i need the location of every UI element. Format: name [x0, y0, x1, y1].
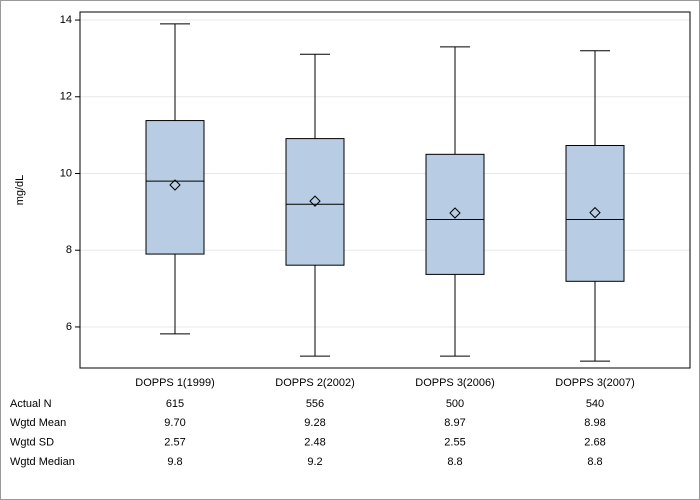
table-cell: 9.70: [164, 417, 185, 429]
box: [285, 138, 345, 266]
table-cell: 9.28: [304, 417, 325, 429]
table-row-label: Wgtd SD: [10, 437, 54, 449]
y-tick-label: 10: [60, 167, 72, 179]
table-cell: 615: [166, 398, 184, 410]
table-cell: 2.68: [584, 437, 605, 449]
table-cell: 9.8: [167, 456, 182, 468]
table-cell: 2.55: [444, 437, 465, 449]
y-tick-label: 12: [60, 91, 72, 103]
x-tick-label: DOPPS 3(2006): [415, 377, 494, 389]
table-cell: 2.48: [304, 437, 325, 449]
plot-frame: [79, 11, 691, 369]
box: [425, 153, 485, 275]
table-cell: 8.8: [447, 456, 462, 468]
table-cell: 9.2: [307, 456, 322, 468]
table-cell: 2.57: [164, 437, 185, 449]
table-row-label: Actual N: [10, 398, 52, 410]
mean-marker: [589, 206, 601, 219]
table-cell: 8.97: [444, 417, 465, 429]
x-tick-label: DOPPS 1(1999): [135, 377, 214, 389]
table-cell: 8.8: [587, 456, 602, 468]
y-axis-label: mg/dL: [14, 175, 26, 206]
table-row-label: Wgtd Mean: [10, 417, 66, 429]
mean-marker: [309, 195, 321, 207]
mean-marker: [169, 179, 181, 191]
x-tick-label: DOPPS 3(2007): [555, 377, 634, 389]
table-cell: 500: [446, 398, 464, 410]
box: [145, 120, 205, 255]
table-cell: 8.98: [584, 417, 605, 429]
table-cell: 556: [306, 398, 324, 410]
x-tick-label: DOPPS 2(2002): [275, 377, 354, 389]
y-tick-label: 6: [66, 321, 72, 333]
y-tick-label: 14: [60, 14, 72, 26]
box: [565, 145, 625, 282]
table-row-label: Wgtd Median: [10, 456, 75, 468]
mean-marker: [449, 207, 461, 219]
y-tick-label: 8: [66, 244, 72, 256]
table-cell: 540: [586, 398, 604, 410]
